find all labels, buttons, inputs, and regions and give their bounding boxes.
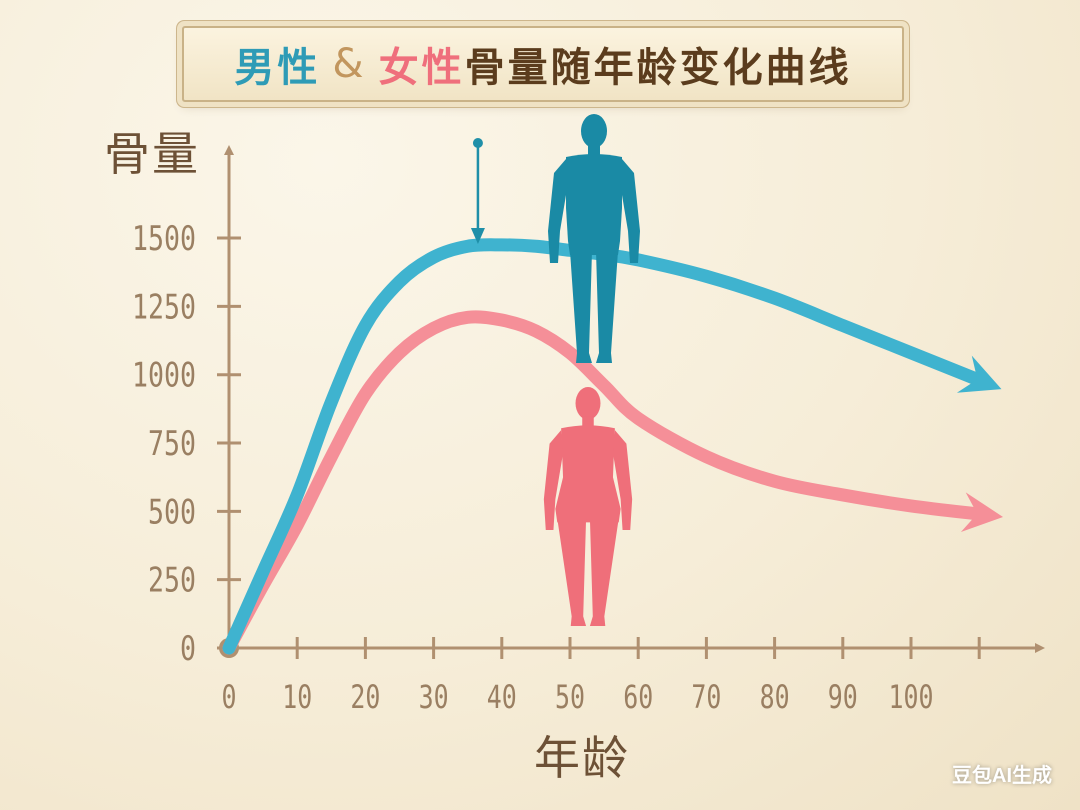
y-tick-label: 250 bbox=[148, 561, 196, 601]
female-figure-icon-left-leg bbox=[557, 518, 587, 626]
male-figure-icon-head bbox=[581, 114, 607, 148]
x-tick-label: 10 bbox=[282, 678, 312, 716]
male-figure-icon bbox=[548, 114, 640, 363]
female-series-line bbox=[222, 310, 986, 655]
male-figure-icon-right-arm bbox=[620, 159, 640, 263]
title-male: 男性 bbox=[234, 45, 321, 91]
y-tick-label: 500 bbox=[148, 492, 196, 532]
y-tick-label: 1000 bbox=[132, 356, 196, 396]
y-tick-label: 750 bbox=[148, 424, 196, 464]
x-tick-label: 30 bbox=[419, 678, 449, 716]
female-figure-icon bbox=[543, 386, 633, 626]
x-tick-label: 90 bbox=[828, 678, 858, 716]
y-tick-label: 0 bbox=[180, 629, 196, 669]
female-figure-icon-left-arm bbox=[543, 430, 564, 530]
female-figure-icon-torso bbox=[555, 425, 621, 523]
male-figure-icon-left-leg bbox=[570, 251, 592, 363]
male-series-line bbox=[222, 238, 986, 655]
x-tick-label: 50 bbox=[555, 678, 585, 716]
x-tick-label: 0 bbox=[222, 678, 237, 716]
title-ampersand: & bbox=[332, 41, 367, 87]
male-figure-icon-neck bbox=[588, 145, 600, 157]
female-figure-icon-right-leg bbox=[589, 518, 619, 626]
title-rest: 骨量随年龄变化曲线 bbox=[464, 45, 852, 91]
female-figure-icon-right-arm bbox=[612, 430, 633, 530]
male-arrowhead bbox=[956, 355, 1002, 393]
y-tick-label: 1500 bbox=[132, 219, 196, 259]
female-figure-icon-neck bbox=[582, 416, 594, 429]
male-figure-icon-torso bbox=[566, 154, 622, 255]
x-tick-label: 70 bbox=[691, 678, 721, 716]
chart-title: 男性 & 女性 骨量随年龄变化曲线 bbox=[182, 26, 904, 102]
x-tick-label: 80 bbox=[760, 678, 790, 716]
female-figure-icon-head bbox=[575, 386, 601, 420]
male-figure-icon-left-arm bbox=[548, 159, 568, 263]
y-tick-label: 1250 bbox=[132, 287, 196, 327]
x-tick-label: 20 bbox=[350, 678, 380, 716]
x-tick-label: 40 bbox=[487, 678, 517, 716]
male-figure-icon-right-leg bbox=[596, 251, 618, 363]
female-arrowhead bbox=[960, 492, 1004, 533]
x-axis-title: 年龄 bbox=[534, 731, 630, 785]
x-tick-label: 60 bbox=[623, 678, 653, 716]
peak-pointer-arrowhead bbox=[470, 228, 485, 244]
title-female: 女性 bbox=[378, 45, 465, 91]
x-tick-label: 100 bbox=[889, 678, 934, 716]
watermark: 豆包AI生成 bbox=[952, 765, 1052, 787]
y-axis-title: 骨量 bbox=[104, 127, 200, 181]
